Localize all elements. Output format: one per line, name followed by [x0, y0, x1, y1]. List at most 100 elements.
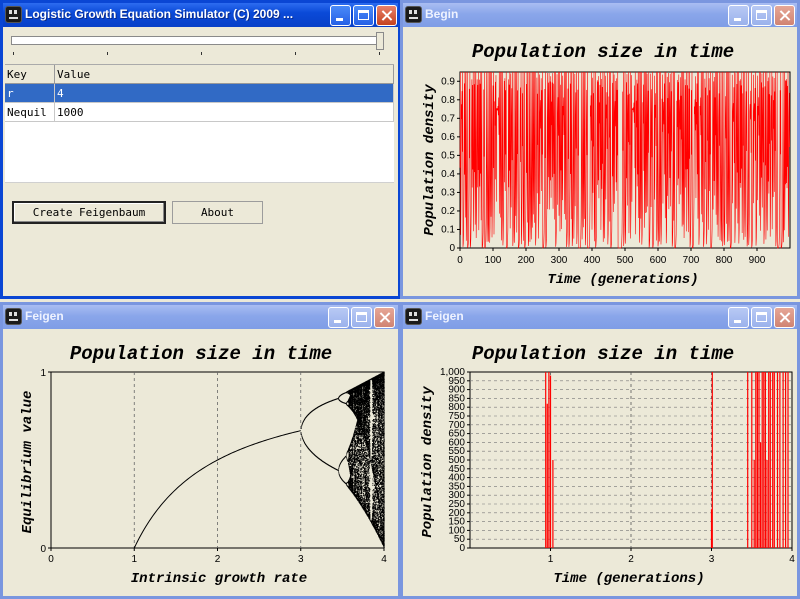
column-header-key[interactable]: Key — [5, 65, 55, 84]
main-titlebar[interactable]: Logistic Growth Equation Simulator (C) 2… — [3, 3, 398, 27]
y-tick-label: 200 — [448, 508, 465, 519]
y-tick-label: 0 — [40, 544, 46, 555]
minimize-button[interactable] — [728, 307, 749, 328]
x-tick-label: 500 — [617, 255, 634, 266]
feigen-right-titlebar[interactable]: Feigen — [403, 305, 797, 329]
x-tick-label: 800 — [716, 255, 733, 266]
maximize-button[interactable] — [751, 307, 772, 328]
window-title: Logistic Growth Equation Simulator (C) 2… — [25, 7, 294, 21]
window-title: Feigen — [25, 309, 64, 323]
equilibrium-branch — [133, 430, 301, 549]
y-tick-label: 0.6 — [441, 132, 455, 143]
y-tick-label: 0.2 — [441, 206, 455, 217]
y-tick-label: 100 — [448, 525, 465, 536]
y-tick-label: 300 — [448, 490, 465, 501]
y-axis-label: Equilibrium value — [20, 391, 36, 534]
y-tick-label: 0.3 — [441, 187, 455, 198]
x-tick-label: 400 — [584, 255, 601, 266]
table-cell-value[interactable]: 1000 — [55, 103, 394, 122]
table-row[interactable]: r 4 — [5, 84, 394, 103]
x-tick-label: 4 — [381, 554, 387, 565]
y-tick-label: 0.9 — [441, 76, 455, 87]
x-tick-label: 2 — [215, 554, 221, 565]
table-header-row: Key Value — [5, 65, 394, 84]
feigen-left-titlebar[interactable]: Feigen — [3, 305, 398, 329]
window-title: Begin — [425, 7, 459, 21]
y-tick-label: 700 — [448, 420, 465, 431]
close-button[interactable] — [376, 5, 397, 26]
y-tick-label: 800 — [448, 402, 465, 413]
population-series — [545, 372, 789, 548]
y-tick-label: 0 — [459, 543, 465, 554]
minimize-button[interactable] — [330, 5, 351, 26]
y-tick-label: 150 — [448, 517, 465, 528]
begin-window: Begin Population size in time 0 0.1 0.2 0.3… — [400, 0, 800, 299]
x-axis-label: Intrinsic growth rate — [131, 571, 307, 587]
slider-tick — [379, 52, 380, 55]
table-cell-key[interactable]: Nequil — [5, 103, 55, 122]
x-axis-label: Time (generations) — [547, 272, 698, 288]
create-feigenbaum-button[interactable]: Create Feigenbaum — [12, 201, 166, 224]
maximize-button[interactable] — [351, 307, 372, 328]
app-icon[interactable] — [405, 308, 422, 325]
app-icon[interactable] — [405, 6, 422, 23]
y-tick-label: 550 — [448, 446, 465, 457]
x-tick-label: 0 — [457, 255, 463, 266]
y-tick-label: 1 — [40, 368, 46, 379]
table-row[interactable]: Nequil 1000 — [5, 103, 394, 122]
y-tick-label: 900 — [448, 385, 465, 396]
y-tick-label: 250 — [448, 499, 465, 510]
slider-tick — [13, 52, 14, 55]
begin-titlebar[interactable]: Begin — [403, 3, 797, 27]
r-slider-thumb[interactable] — [376, 32, 384, 50]
y-tick-label: 0.1 — [441, 224, 455, 235]
population-spikes — [545, 372, 789, 548]
chart-title: Population size in time — [472, 41, 734, 63]
y-tick-label: 0.8 — [441, 95, 455, 106]
chart-title: Population size in time — [472, 343, 734, 365]
y-tick-label: 400 — [448, 473, 465, 484]
app-icon[interactable] — [5, 6, 22, 23]
close-button[interactable] — [774, 307, 795, 328]
main-window: Logistic Growth Equation Simulator (C) 2… — [0, 0, 401, 299]
x-tick-label: 2 — [628, 554, 634, 565]
parameter-table: Key Value r 4 Nequil 1000 — [5, 64, 394, 183]
main-content: Key Value r 4 Nequil 1000 Create Feigenb… — [3, 27, 398, 296]
chaotic-region — [300, 371, 385, 548]
x-tick-label: 1 — [548, 554, 554, 565]
chart-title: Population size in time — [70, 343, 332, 365]
x-tick-label: 200 — [518, 255, 535, 266]
y-tick-label: 600 — [448, 437, 465, 448]
y-tick-label: 350 — [448, 481, 465, 492]
y-tick-label: 1,000 — [440, 367, 465, 378]
maximize-button[interactable] — [751, 5, 772, 26]
x-axis-label: Time (generations) — [553, 571, 704, 587]
slider-tick — [295, 52, 296, 55]
close-button[interactable] — [374, 307, 395, 328]
close-button[interactable] — [774, 5, 795, 26]
y-tick-label: 0.4 — [441, 169, 455, 180]
column-header-value[interactable]: Value — [55, 65, 394, 84]
app-icon[interactable] — [5, 308, 22, 325]
maximize-button[interactable] — [353, 5, 374, 26]
begin-chart: Population size in time 0 0.1 0.2 0.3 0.4 0.5… — [422, 41, 791, 288]
y-tick-label: 0 — [449, 243, 455, 254]
y-axis-label: Population density — [420, 386, 436, 538]
table-cell-value[interactable]: 4 — [55, 84, 394, 103]
y-tick-label: 0.7 — [441, 113, 455, 124]
x-tick-label: 700 — [683, 255, 700, 266]
table-cell-key[interactable]: r — [5, 84, 55, 103]
y-tick-label: 50 — [454, 534, 466, 545]
about-button[interactable]: About — [172, 201, 263, 224]
x-tick-label: 3 — [709, 554, 715, 565]
feigen-right-window: Feigen Population size in time 0 50 100 150… — [400, 302, 800, 599]
y-tick-label: 950 — [448, 376, 465, 387]
minimize-button[interactable] — [328, 307, 349, 328]
r-slider-track[interactable] — [11, 36, 377, 45]
x-tick-label: 4 — [789, 554, 795, 565]
minimize-button[interactable] — [728, 5, 749, 26]
slider-tick — [107, 52, 108, 55]
y-tick-label: 650 — [448, 429, 465, 440]
feigen-left-window: Feigen Population size in time 0 1 2 3 4 0 1 I… — [0, 302, 401, 599]
y-tick-label: 500 — [448, 455, 465, 466]
